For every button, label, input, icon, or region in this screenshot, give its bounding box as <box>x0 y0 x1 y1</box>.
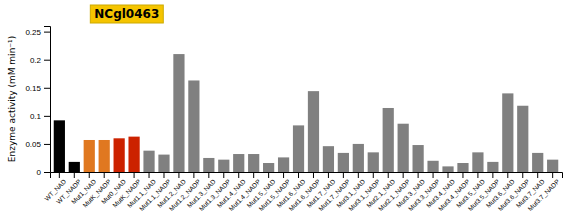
chart: 0 0.05 0.1 0.15 0.2 0.25 WT_NADWT_NADPMut1_NAD… <box>0 0 572 224</box>
y-tick-mark <box>44 172 50 173</box>
bar <box>308 91 319 172</box>
x-tick-mark <box>193 172 194 178</box>
bar <box>353 144 364 172</box>
x-tick-mark <box>298 172 299 178</box>
y-axis-line <box>44 27 51 173</box>
x-tick-mark <box>163 172 164 178</box>
y-tick: 0.25 <box>25 28 50 37</box>
y-tick: 0 <box>37 168 50 177</box>
bar <box>323 146 334 172</box>
x-tick-mark <box>418 172 419 178</box>
bar <box>368 152 379 172</box>
x-axis: WT_NADWT_NADPMut1_NADMutK_NADPMut0_NADMu… <box>43 172 563 213</box>
x-tick-mark <box>283 172 284 178</box>
x-tick-mark <box>134 172 135 178</box>
title-group: NCgl0463 <box>90 5 163 23</box>
y-tick-mark <box>44 116 50 117</box>
x-tick-mark <box>119 172 120 178</box>
y-axis: 0 0.05 0.1 0.15 0.2 0.25 <box>25 27 50 178</box>
plot: 0 0.05 0.1 0.15 0.2 0.25 WT_NADWT_NADPMut1_NAD… <box>25 27 562 213</box>
x-tick-mark <box>462 172 463 178</box>
y-tick-mark <box>44 60 50 61</box>
x-tick-mark <box>223 172 224 178</box>
bar <box>413 145 424 172</box>
x-tick-mark <box>373 172 374 178</box>
title-box <box>90 5 163 23</box>
bar <box>233 154 244 172</box>
x-tick-mark <box>448 172 449 178</box>
x-tick-mark <box>552 172 553 178</box>
x-tick-mark <box>149 172 150 178</box>
x-tick-mark <box>358 172 359 178</box>
y-tick: 0.2 <box>30 56 50 65</box>
x-tick-mark <box>507 172 508 178</box>
x-axis-line <box>51 173 563 179</box>
x-tick-mark <box>477 172 478 178</box>
bar <box>99 140 110 172</box>
bar <box>427 161 438 172</box>
y-tick-label: 0.05 <box>25 140 41 149</box>
y-tick-label: 0 <box>37 168 42 177</box>
y-tick: 0.1 <box>30 112 50 121</box>
bar <box>263 163 274 172</box>
y-tick-mark <box>44 88 50 89</box>
bar <box>457 163 468 172</box>
bar <box>517 106 528 172</box>
y-tick-mark <box>44 32 50 33</box>
bar <box>293 125 304 172</box>
y-tick-label: 0.2 <box>30 56 42 65</box>
y-tick-label: 0.25 <box>25 28 41 37</box>
bar <box>188 80 199 172</box>
x-tick-mark <box>59 172 60 178</box>
bar <box>278 157 289 172</box>
x-tick-mark <box>492 172 493 178</box>
x-tick: Mut3.7_NADP <box>526 172 561 213</box>
x-tick-mark <box>268 172 269 178</box>
bar <box>487 162 498 172</box>
x-tick-mark <box>238 172 239 178</box>
bar <box>143 151 154 172</box>
bar <box>338 153 349 172</box>
x-tick-mark <box>253 172 254 178</box>
bar <box>173 54 184 172</box>
x-tick-mark <box>388 172 389 178</box>
bar <box>442 166 453 172</box>
bar <box>502 93 513 172</box>
x-tick-label: Mut3.7_NADP <box>526 178 561 213</box>
x-tick-mark <box>74 172 75 178</box>
bar <box>69 162 80 172</box>
bar <box>203 158 214 172</box>
bar <box>383 108 394 172</box>
y-tick: 0.05 <box>25 140 50 149</box>
x-tick-mark <box>537 172 538 178</box>
bar <box>547 160 558 172</box>
x-tick-mark <box>328 172 329 178</box>
bar <box>128 137 139 172</box>
y-axis-title: Enzyme activity (mM min⁻¹) <box>7 36 17 162</box>
y-tick-mark <box>44 144 50 145</box>
x-tick-mark <box>313 172 314 178</box>
x-tick-mark <box>403 172 404 178</box>
bar <box>472 152 483 172</box>
bar <box>218 160 229 172</box>
bar <box>532 153 543 172</box>
x-tick-mark <box>522 172 523 178</box>
x-tick-mark <box>104 172 105 178</box>
bar <box>158 155 169 172</box>
x-tick-mark <box>208 172 209 178</box>
bars <box>54 54 559 172</box>
bar <box>54 120 65 172</box>
y-tick-label: 0.1 <box>30 112 42 121</box>
x-tick-mark <box>433 172 434 178</box>
bar <box>114 138 125 172</box>
bar <box>84 140 95 172</box>
bar <box>248 154 259 172</box>
x-tick-mark <box>343 172 344 178</box>
y-tick: 0.15 <box>25 84 50 93</box>
title: NCgl0463 <box>94 7 159 21</box>
x-tick-mark <box>178 172 179 178</box>
bar <box>398 124 409 172</box>
y-tick-label: 0.15 <box>25 84 41 93</box>
x-tick-mark <box>89 172 90 178</box>
